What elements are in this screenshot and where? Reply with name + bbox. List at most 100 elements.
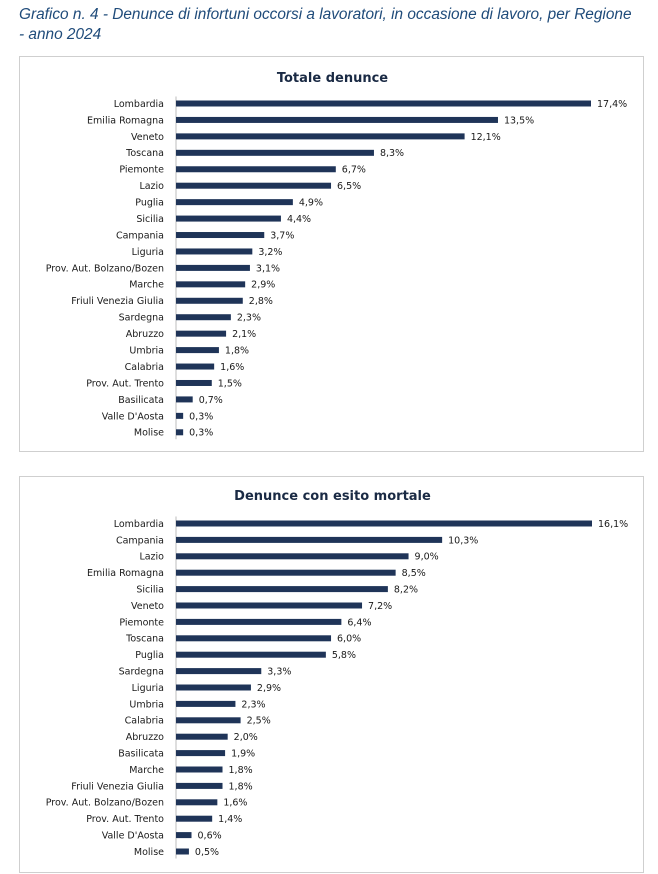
chart-heading: Grafico n. 4 - Denunce di infortuni occo… bbox=[19, 5, 649, 45]
bar-piemonte bbox=[176, 618, 342, 625]
category-label-marche: Marche bbox=[129, 765, 164, 776]
category-label-liguria: Liguria bbox=[132, 683, 164, 694]
chart-title: Totale denunce bbox=[277, 71, 388, 86]
category-label-calabria: Calabria bbox=[125, 716, 164, 727]
bar-abruzzo bbox=[176, 330, 227, 337]
category-label-puglia: Puglia bbox=[135, 650, 164, 661]
chart-title: Denunce con esito mortale bbox=[234, 489, 431, 504]
value-label-umbria: 2,3% bbox=[241, 699, 265, 710]
category-label-umbria: Umbria bbox=[129, 699, 164, 710]
bar-umbria bbox=[176, 700, 236, 707]
value-label-abruzzo: 2,0% bbox=[234, 732, 258, 743]
bar-calabria bbox=[176, 363, 215, 370]
bar-marche bbox=[176, 766, 223, 773]
category-label-prov-aut-bolzano-bozen: Prov. Aut. Bolzano/Bozen bbox=[46, 798, 164, 809]
bar-lombardia bbox=[176, 520, 592, 527]
bar-emilia-romagna bbox=[176, 116, 498, 123]
category-label-emilia-romagna: Emilia Romagna bbox=[87, 115, 164, 126]
chart-heading-line-2: - anno 2024 bbox=[19, 26, 102, 43]
chart-panel-totale-denunce: Totale denunce Lombardia 17,4% Emilia Romag… bbox=[19, 56, 644, 452]
value-label-veneto: 7,2% bbox=[368, 601, 392, 612]
value-label-emilia-romagna: 13,5% bbox=[504, 115, 534, 126]
category-label-friuli-venezia-giulia: Friuli Venezia Giulia bbox=[71, 781, 164, 792]
category-label-valle-d-aosta: Valle D'Aosta bbox=[102, 831, 164, 842]
category-label-prov-aut-trento: Prov. Aut. Trento bbox=[86, 378, 164, 389]
bar-toscana bbox=[176, 635, 332, 642]
value-label-molise: 0,5% bbox=[195, 847, 219, 858]
bar-sicilia bbox=[176, 215, 281, 222]
bar-prov-aut-bolzano-bozen bbox=[176, 264, 250, 271]
bar-friuli-venezia-giulia bbox=[176, 782, 223, 789]
bar-liguria bbox=[176, 248, 253, 255]
bar-lazio bbox=[176, 553, 409, 560]
category-label-umbria: Umbria bbox=[129, 346, 164, 357]
category-label-campania: Campania bbox=[116, 230, 164, 241]
bar-liguria bbox=[176, 684, 251, 691]
category-label-prov-aut-trento: Prov. Aut. Trento bbox=[86, 814, 164, 825]
value-label-puglia: 4,9% bbox=[299, 198, 323, 209]
value-label-basilicata: 0,7% bbox=[199, 395, 223, 406]
bar-basilicata bbox=[176, 750, 226, 757]
category-label-emilia-romagna: Emilia Romagna bbox=[87, 568, 164, 579]
value-label-campania: 10,3% bbox=[448, 535, 478, 546]
category-label-veneto: Veneto bbox=[131, 132, 164, 143]
value-label-basilicata: 1,9% bbox=[231, 749, 255, 760]
bar-basilicata bbox=[176, 396, 193, 403]
bar-sicilia bbox=[176, 586, 388, 593]
category-label-sicilia: Sicilia bbox=[136, 214, 164, 225]
bar-piemonte bbox=[176, 166, 336, 173]
value-label-piemonte: 6,4% bbox=[347, 617, 371, 628]
value-label-prov-aut-trento: 1,4% bbox=[218, 814, 242, 825]
value-label-marche: 1,8% bbox=[229, 765, 253, 776]
value-label-puglia: 5,8% bbox=[332, 650, 356, 661]
category-label-sardegna: Sardegna bbox=[119, 313, 164, 324]
category-label-veneto: Veneto bbox=[131, 601, 164, 612]
category-label-lazio: Lazio bbox=[139, 552, 164, 563]
category-label-abruzzo: Abruzzo bbox=[126, 732, 164, 743]
category-label-sardegna: Sardegna bbox=[119, 667, 164, 678]
value-label-emilia-romagna: 8,5% bbox=[402, 568, 426, 579]
bar-chart-esito-mortale: Denunce con esito mortale Lombardia 16,1% C… bbox=[46, 489, 628, 859]
bar-molise bbox=[176, 848, 189, 855]
value-label-valle-d-aosta: 0,6% bbox=[198, 831, 222, 842]
category-label-sicilia: Sicilia bbox=[136, 585, 164, 596]
value-label-liguria: 3,2% bbox=[258, 247, 282, 258]
bar-campania bbox=[176, 536, 443, 543]
category-label-lazio: Lazio bbox=[139, 181, 164, 192]
bar-lombardia bbox=[176, 100, 591, 107]
category-label-basilicata: Basilicata bbox=[118, 749, 164, 760]
bar-puglia bbox=[176, 651, 326, 658]
category-label-molise: Molise bbox=[134, 847, 164, 858]
bar-veneto bbox=[176, 133, 465, 140]
bar-veneto bbox=[176, 602, 363, 609]
bar-toscana bbox=[176, 149, 374, 156]
category-label-toscana: Toscana bbox=[125, 634, 164, 645]
category-label-toscana: Toscana bbox=[125, 148, 164, 159]
category-label-campania: Campania bbox=[116, 535, 164, 546]
value-label-abruzzo: 2,1% bbox=[232, 329, 256, 340]
category-label-lombardia: Lombardia bbox=[114, 99, 164, 110]
bar-prov-aut-trento bbox=[176, 379, 212, 386]
bar-friuli-venezia-giulia bbox=[176, 297, 243, 304]
value-label-sardegna: 2,3% bbox=[237, 313, 261, 324]
value-label-prov-aut-trento: 1,5% bbox=[218, 378, 242, 389]
value-label-lombardia: 16,1% bbox=[598, 519, 628, 530]
value-label-sicilia: 8,2% bbox=[394, 585, 418, 596]
bar-sardegna bbox=[176, 314, 231, 321]
value-label-toscana: 6,0% bbox=[337, 634, 361, 645]
bar-emilia-romagna bbox=[176, 569, 396, 576]
chart-panel-esito-mortale: Denunce con esito mortale Lombardia 16,1% C… bbox=[19, 476, 644, 873]
value-label-liguria: 2,9% bbox=[257, 683, 281, 694]
bar-calabria bbox=[176, 717, 241, 724]
value-label-calabria: 2,5% bbox=[247, 716, 271, 727]
category-label-valle-d-aosta: Valle D'Aosta bbox=[102, 411, 164, 422]
category-label-piemonte: Piemonte bbox=[119, 617, 164, 628]
bar-marche bbox=[176, 281, 246, 288]
category-label-lombardia: Lombardia bbox=[114, 519, 164, 530]
category-label-marche: Marche bbox=[129, 280, 164, 291]
value-label-toscana: 8,3% bbox=[380, 148, 404, 159]
value-label-prov-aut-bolzano-bozen: 3,1% bbox=[256, 263, 280, 274]
value-label-piemonte: 6,7% bbox=[342, 165, 366, 176]
value-label-friuli-venezia-giulia: 2,8% bbox=[249, 296, 273, 307]
bar-valle-d-aosta bbox=[176, 412, 184, 419]
